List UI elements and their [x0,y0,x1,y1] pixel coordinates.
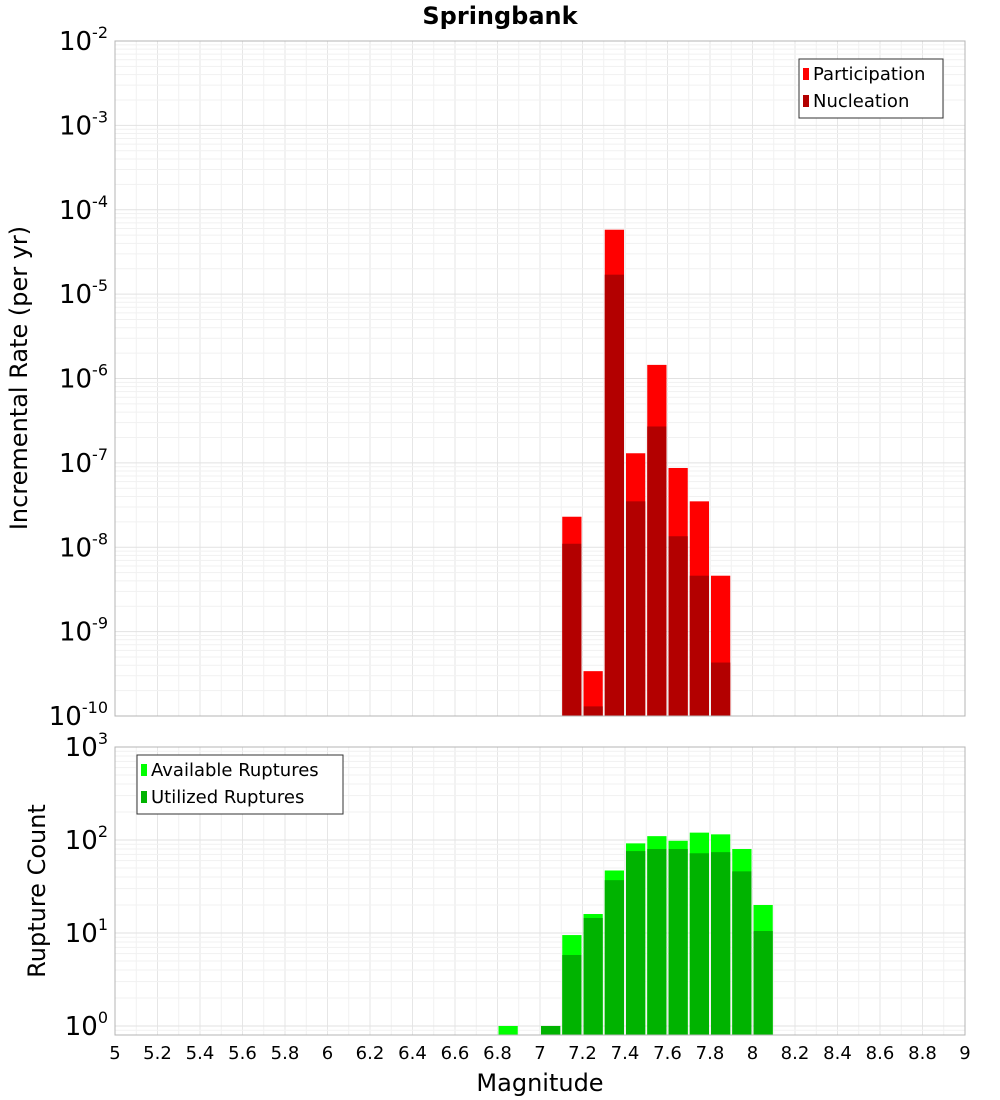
x-tick-label: 7.2 [568,1043,597,1064]
x-tick-label: 5.6 [228,1043,257,1064]
bar-nucleation [604,274,624,716]
top-y-axis-label: Incremental Rate (per yr) [5,226,33,530]
y-tick-label: 10-4 [59,192,108,226]
bar-utilized-ruptures [732,871,752,1035]
x-tick-label: 7 [534,1043,545,1064]
bar-utilized-ruptures [562,954,582,1035]
plot-frame [114,746,966,1036]
y-tick-label: 10-6 [59,361,108,395]
legend-label: Participation [813,64,925,85]
bar-available-ruptures [498,1025,518,1035]
legend-swatch [803,68,809,80]
legend-label: Available Ruptures [151,760,319,781]
legend-swatch [803,95,809,107]
y-tick-label: 101 [65,915,108,949]
legend-swatch [141,791,147,803]
x-tick-label: 8.4 [823,1043,852,1064]
bar-utilized-ruptures [689,853,709,1035]
x-tick-label: 6.4 [398,1043,427,1064]
bar-nucleation [711,662,731,716]
y-tick-label: 10-5 [59,276,108,310]
bar-nucleation [647,426,667,716]
x-tick-label: 9 [959,1043,970,1064]
x-tick-label: 6.8 [483,1043,512,1064]
legend-label: Utilized Ruptures [151,787,304,808]
y-tick-label: 10-7 [59,445,108,479]
x-tick-label: 8.6 [866,1043,895,1064]
x-tick-label: 7.6 [653,1043,682,1064]
bar-utilized-ruptures [711,852,731,1035]
y-tick-label: 10-8 [59,529,108,563]
frames-layer [114,40,966,1036]
legend-layer: Participation Nucleation Available Rupture… [136,58,944,815]
x-tick-label: 5.4 [186,1043,215,1064]
x-tick-label: 8.2 [781,1043,810,1064]
plot-frame [114,40,966,717]
legend-swatch [141,764,147,776]
y-tick-label: 100 [65,1008,108,1042]
bar-nucleation [668,536,688,716]
y-tick-label: 103 [65,729,108,763]
bar-nucleation [562,543,582,716]
bar-nucleation [626,501,646,716]
ticks-layer: 10-10 10-9 10-8 10-7 10-6 10-5 10-4 10-3 10-2 100… [49,23,971,1064]
x-tick-label: 6 [322,1043,333,1064]
bar-participation [583,671,603,716]
x-tick-label: 7.4 [611,1043,640,1064]
y-tick-label: 10-9 [59,614,108,648]
bar-utilized-ruptures [626,851,646,1035]
legend-box [798,58,944,119]
y-tick-label: 10-10 [49,698,108,732]
legend-box [136,754,344,815]
x-tick-label: 5.2 [143,1043,172,1064]
x-tick-label: 5.8 [271,1043,300,1064]
x-tick-label: 5 [109,1043,120,1064]
x-tick-label: 6.2 [356,1043,385,1064]
bar-utilized-ruptures [604,880,624,1035]
bar-utilized-ruptures [753,931,773,1035]
y-tick-label: 10-2 [59,23,108,57]
chart-title: Springbank [422,2,578,30]
bar-nucleation [689,575,709,716]
legend-label: Nucleation [813,91,909,112]
bars-layer [498,229,773,1035]
bar-utilized-ruptures [583,917,603,1035]
x-tick-label: 6.6 [441,1043,470,1064]
bar-utilized-ruptures [541,1025,561,1035]
bar-utilized-ruptures [647,849,667,1035]
x-tick-label: 8.8 [908,1043,937,1064]
y-tick-label: 10-3 [59,107,108,141]
x-tick-label: 7.8 [696,1043,725,1064]
x-axis-label: Magnitude [476,1069,603,1097]
bottom-y-axis-label: Rupture Count [23,804,51,978]
grid-layer [114,41,966,1036]
y-tick-label: 102 [65,822,108,856]
x-tick-label: 8 [747,1043,758,1064]
bar-nucleation [583,706,603,716]
bar-utilized-ruptures [668,849,688,1035]
